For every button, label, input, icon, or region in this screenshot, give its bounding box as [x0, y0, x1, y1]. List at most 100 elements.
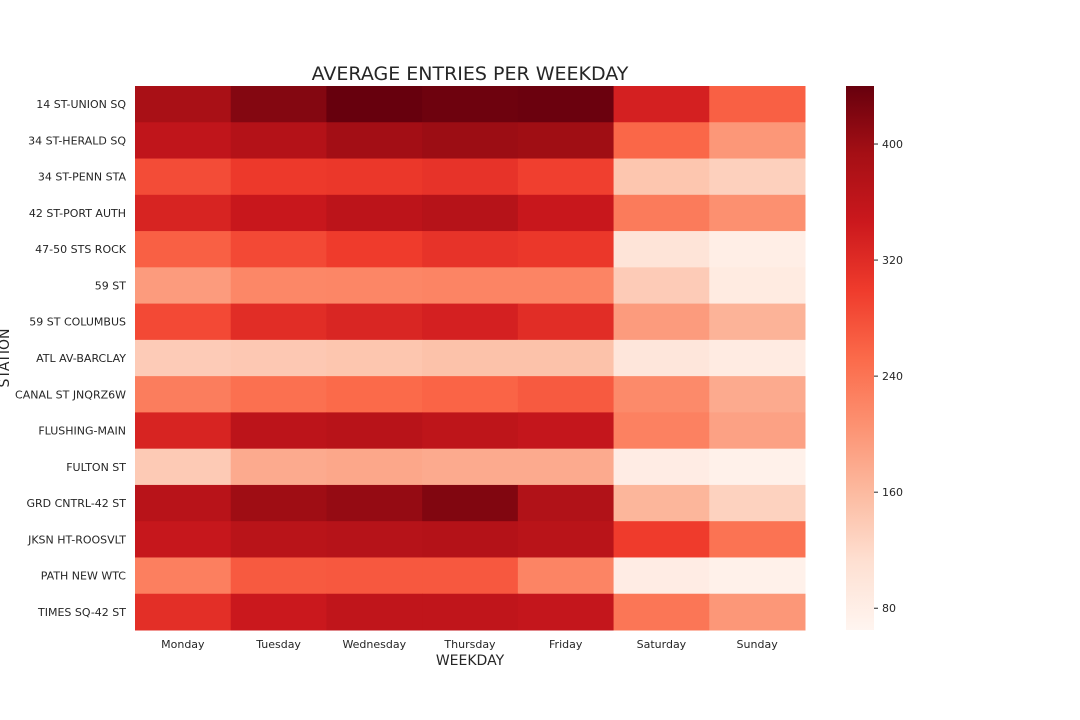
heatmap-cell — [709, 231, 806, 268]
heatmap-cell — [613, 484, 710, 522]
heatmap-cell — [230, 339, 327, 377]
colorbar-tick-label: 160 — [882, 486, 903, 499]
heatmap-cell — [613, 194, 710, 232]
heatmap-cells — [135, 86, 806, 631]
heatmap-cell — [709, 376, 806, 413]
heatmap-cell — [230, 557, 327, 595]
x-tick-label: Friday — [549, 638, 583, 651]
heatmap-cell — [135, 484, 232, 522]
heatmap-cell — [422, 376, 519, 413]
heatmap-cell — [613, 448, 710, 486]
y-axis-label: STATION — [0, 328, 13, 387]
heatmap-cell — [135, 86, 232, 123]
x-tick-label: Wednesday — [342, 638, 406, 651]
heatmap-cell — [422, 339, 519, 377]
heatmap-cell — [135, 339, 232, 377]
heatmap-cell — [422, 194, 519, 232]
y-tick-label: 34 ST-PENN STA — [38, 171, 127, 184]
heatmap-cell — [517, 376, 615, 413]
heatmap-cell — [230, 194, 327, 232]
y-tick-label: FLUSHING-MAIN — [38, 425, 126, 438]
heatmap-cell — [135, 194, 232, 232]
heatmap-cell — [230, 303, 327, 341]
x-tick-labels: Monday Tuesday Wednesday Thursday Friday Satu… — [161, 638, 778, 651]
heatmap-cell — [135, 376, 232, 413]
heatmap-cell — [613, 412, 710, 450]
heatmap-cell — [709, 521, 806, 558]
heatmap-cell — [326, 448, 423, 486]
heatmap-cell — [326, 593, 423, 631]
heatmap-cell — [422, 412, 519, 450]
heatmap-cell — [709, 194, 806, 232]
heatmap-cell — [613, 593, 710, 631]
heatmap-cell — [422, 557, 519, 595]
y-tick-label: CANAL ST JNQRZ6W — [15, 388, 126, 401]
heatmap-cell — [709, 303, 806, 341]
heatmap-cell — [517, 86, 615, 123]
heatmap-cell — [517, 448, 615, 486]
heatmap-cell — [422, 484, 519, 522]
y-tick-labels: 14 ST-UNION SQ 34 ST-HERALD SQ 34 ST-PENN … — [15, 98, 127, 619]
heatmap-cell — [709, 412, 806, 450]
heatmap-cell — [422, 86, 519, 123]
heatmap-cell — [135, 412, 232, 450]
heatmap-cell — [135, 557, 232, 595]
heatmap-cell — [326, 339, 423, 377]
heatmap-cell — [230, 412, 327, 450]
heatmap-cell — [135, 303, 232, 341]
y-tick-label: 42 ST-PORT AUTH — [29, 207, 126, 220]
heatmap-cell — [422, 231, 519, 268]
colorbar-ticks: 80 160 240 320 400 — [874, 138, 903, 615]
heatmap-cell — [135, 231, 232, 268]
heatmap-cell — [230, 158, 327, 196]
heatmap-cell — [517, 231, 615, 268]
heatmap-cell — [709, 158, 806, 196]
heatmap-cell — [613, 122, 710, 160]
heatmap-cell — [517, 158, 615, 196]
heatmap-cell — [613, 303, 710, 341]
heatmap-cell — [709, 339, 806, 377]
heatmap-cell — [613, 339, 710, 377]
y-tick-label: PATH NEW WTC — [41, 570, 127, 583]
heatmap-cell — [135, 267, 232, 305]
heatmap-cell — [709, 267, 806, 305]
x-tick-label: Sunday — [737, 638, 779, 651]
heatmap-cell — [230, 267, 327, 305]
x-tick-label: Thursday — [443, 638, 496, 651]
heatmap-cell — [517, 593, 615, 631]
colorbar-tick-label: 400 — [882, 138, 903, 151]
heatmap-cell — [326, 484, 423, 522]
heatmap-cell — [517, 303, 615, 341]
heatmap-cell — [709, 448, 806, 486]
chart-title: AVERAGE ENTRIES PER WEEKDAY — [312, 63, 629, 85]
heatmap-cell — [517, 521, 615, 558]
heatmap-cell — [613, 521, 710, 558]
heatmap-cell — [422, 267, 519, 305]
x-tick-label: Monday — [161, 638, 205, 651]
y-tick-label: 47-50 STS ROCK — [35, 243, 127, 256]
heatmap-cell — [517, 412, 615, 450]
colorbar — [846, 86, 874, 630]
heatmap-cell — [517, 122, 615, 160]
heatmap-cell — [135, 448, 232, 486]
heatmap-cell — [326, 521, 423, 558]
heatmap-cell — [326, 158, 423, 196]
heatmap-cell — [326, 86, 423, 123]
heatmap-cell — [135, 122, 232, 160]
heatmap-cell — [135, 158, 232, 196]
heatmap-cell — [230, 484, 327, 522]
heatmap-cell — [230, 376, 327, 413]
y-tick-label: JKSN HT-ROOSVLT — [27, 533, 126, 546]
heatmap-cell — [326, 376, 423, 413]
heatmap-cell — [422, 122, 519, 160]
heatmap-cell — [613, 231, 710, 268]
y-tick-label: 34 ST-HERALD SQ — [28, 134, 126, 147]
heatmap-cell — [613, 86, 710, 123]
y-tick-label: 59 ST — [95, 279, 126, 292]
heatmap-cell — [709, 86, 806, 123]
heatmap-cell — [230, 521, 327, 558]
colorbar-tick-label: 240 — [882, 370, 903, 383]
heatmap-cell — [613, 557, 710, 595]
heatmap-cell — [135, 593, 232, 631]
heatmap-cell — [709, 557, 806, 595]
